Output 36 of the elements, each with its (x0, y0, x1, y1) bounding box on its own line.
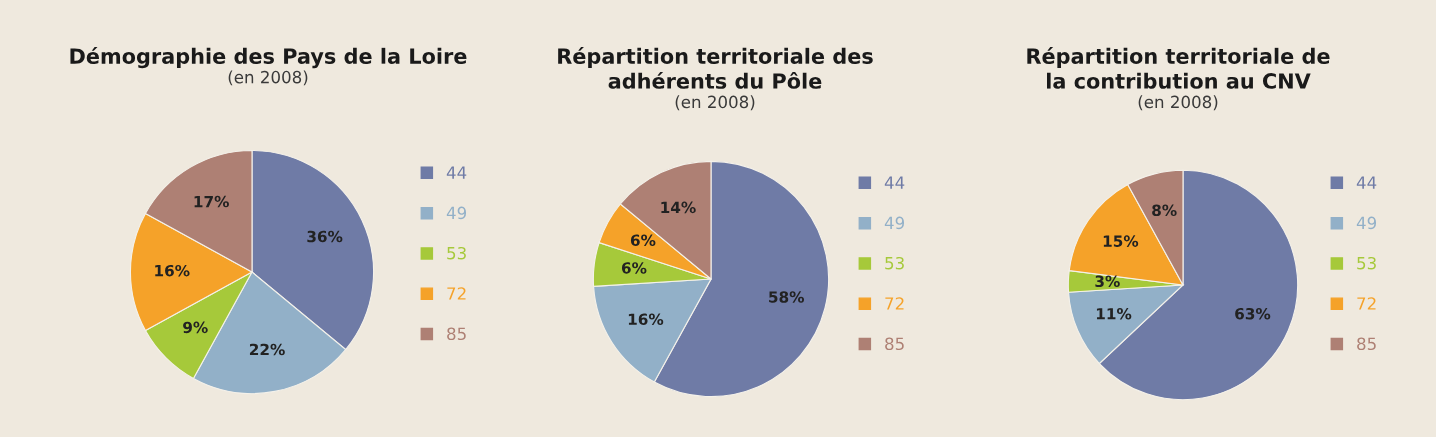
chart-subtitle: (en 2008) (675, 95, 755, 111)
data-label: 6% (621, 262, 647, 274)
data-label: 15% (1103, 235, 1139, 247)
legend-label: 53 (885, 256, 904, 270)
data-label: 16% (628, 313, 664, 326)
legend-label: 44 (446, 166, 467, 179)
data-label: 11% (1096, 307, 1132, 320)
legend-label: 44 (884, 176, 905, 189)
chart-subtitle: (en 2008) (1138, 95, 1218, 111)
legend-label: 72 (447, 287, 466, 300)
data-label: 36% (307, 230, 343, 243)
legend-label: 85 (885, 337, 904, 351)
data-label: 6% (630, 234, 656, 247)
legend-label: 49 (446, 206, 467, 220)
legend-label: 72 (1357, 297, 1376, 310)
data-label: 14% (661, 201, 696, 214)
chart-title: Répartition territoriale de la contribution au CNV (1027, 47, 1330, 89)
legend-label: 49 (884, 216, 905, 230)
chart-title: Démographie des Pays de la Loire (70, 47, 467, 69)
legend-label: 49 (1356, 216, 1377, 230)
legend-label: 53 (447, 246, 466, 260)
legend-label: 44 (1356, 176, 1377, 189)
data-label: 9% (183, 321, 208, 334)
data-label: 3% (1095, 275, 1120, 288)
legend-label: 53 (1357, 256, 1376, 270)
legend-label: 85 (1357, 337, 1376, 351)
chart-title: Répartition territoriale des adhérents du Pôle (558, 47, 873, 89)
chart-subtitle: (en 2008) (228, 70, 308, 86)
data-label: 58% (769, 291, 805, 303)
legend-label: 85 (447, 327, 466, 341)
data-label: 63% (1235, 307, 1271, 320)
data-label: 16% (155, 264, 190, 277)
data-label: 22% (249, 343, 285, 356)
legend-label: 72 (885, 297, 904, 310)
data-label: 8% (1152, 204, 1177, 217)
data-label: 17% (194, 195, 229, 208)
